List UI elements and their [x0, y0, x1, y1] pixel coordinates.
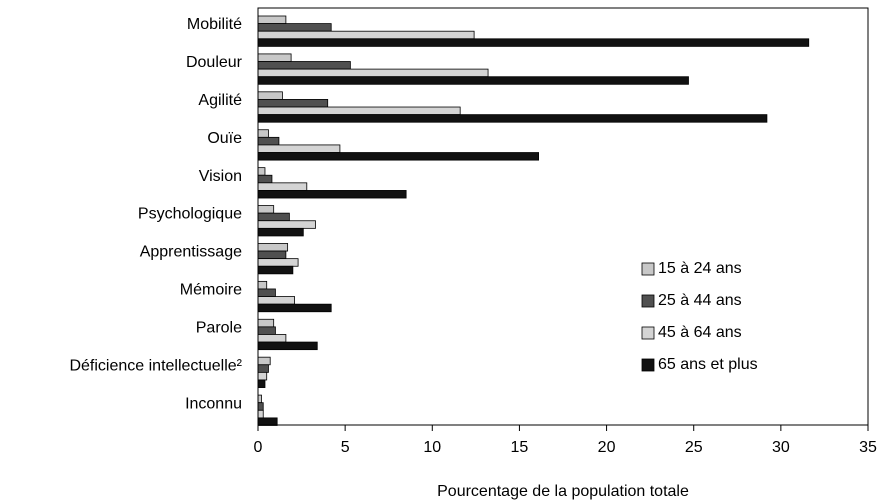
x-tick-label: 25 [685, 439, 703, 456]
bar-4-series-2 [257, 136, 280, 146]
category-label: Déficience intellectuelle² [69, 357, 242, 374]
category-label: Ouïe [207, 130, 242, 147]
category-label: Psychologique [138, 206, 242, 223]
bar-6-series-3 [257, 220, 316, 229]
bar-11-series-4 [257, 417, 278, 426]
legend-label: 15 à 24 ans [658, 260, 742, 277]
bar-5-series-2 [257, 174, 273, 184]
legend: 15 à 24 ans 25 à 44 ans 45 à 64 ans 65 ans … [641, 260, 758, 373]
category-label: Vision [199, 168, 242, 185]
bar-8-series-4 [257, 303, 332, 313]
bar-4-series-3 [257, 144, 341, 153]
bar-2-series-2 [257, 61, 351, 70]
category-label: Agilité [198, 92, 242, 109]
x-tick-label: 20 [598, 439, 616, 456]
x-tick-label: 0 [254, 439, 263, 456]
bar-9-series-2 [257, 326, 276, 335]
bar-2-series-3 [257, 68, 489, 78]
bar-3-series-4 [257, 114, 768, 123]
legend-label: 65 ans et plus [658, 356, 758, 373]
bars-group [257, 15, 810, 426]
category-label: Douleur [186, 54, 243, 71]
bar-11-series-2 [257, 402, 264, 411]
bar-1-series-1 [257, 15, 287, 24]
bar-10-series-4 [257, 379, 266, 388]
x-tick-label: 35 [859, 439, 877, 456]
bar-11-series-3 [257, 409, 264, 419]
category-label: Parole [196, 320, 242, 337]
bar-7-series-3 [257, 258, 299, 267]
bar-6-series-4 [257, 227, 304, 237]
bar-3-series-3 [257, 106, 461, 116]
bar-2-series-1 [257, 53, 292, 62]
bar-9-series-3 [257, 334, 287, 343]
bar-6-series-2 [257, 212, 290, 222]
legend-swatch [641, 262, 655, 276]
x-tick-label: 10 [423, 439, 441, 456]
bar-8-series-3 [257, 296, 295, 305]
bar-8-series-1 [257, 280, 268, 290]
bar-3-series-2 [257, 99, 329, 108]
legend-swatch [641, 294, 655, 308]
x-tick-label: 30 [772, 439, 790, 456]
category-label: Mémoire [180, 282, 242, 299]
x-tick-label: 15 [511, 439, 529, 456]
legend-swatch [641, 326, 655, 340]
bar-10-series-2 [257, 364, 269, 373]
bar-4-series-4 [257, 152, 540, 161]
bar-5-series-3 [257, 182, 308, 191]
category-label: Apprentissage [140, 244, 242, 261]
bar-9-series-4 [257, 341, 318, 351]
bar-1-series-3 [257, 30, 475, 40]
bar-10-series-3 [257, 371, 268, 381]
bar-1-series-2 [257, 23, 332, 32]
bar-4-series-1 [257, 129, 269, 138]
plot-frame [257, 7, 869, 426]
category-label: Inconnu [185, 395, 242, 412]
x-axis-label: Pourcentage de la population totale [437, 483, 689, 500]
category-label: Mobilité [187, 16, 242, 33]
bar-6-series-1 [257, 205, 275, 214]
bar-3-series-1 [257, 91, 283, 100]
x-tick-label: 5 [341, 439, 350, 456]
bar-7-series-4 [257, 265, 294, 275]
legend-label: 45 à 64 ans [658, 324, 742, 341]
bar-7-series-1 [257, 243, 289, 252]
bar-10-series-1 [257, 356, 271, 366]
bar-2-series-4 [257, 76, 689, 85]
legend-swatch [641, 358, 655, 372]
bar-11-series-1 [257, 394, 262, 404]
legend-label: 25 à 44 ans [658, 292, 742, 309]
bar-1-series-4 [257, 38, 810, 47]
bar-7-series-2 [257, 250, 287, 260]
bar-8-series-2 [257, 288, 276, 297]
category-labels: Mobilité Douleur Agilité Ouïe Vision Psycholo… [69, 16, 242, 412]
bar-5-series-1 [257, 167, 266, 176]
bar-9-series-1 [257, 318, 275, 328]
bar-5-series-4 [257, 190, 407, 199]
x-axis-ticks: 0 5 10 15 20 25 30 35 [254, 425, 877, 456]
